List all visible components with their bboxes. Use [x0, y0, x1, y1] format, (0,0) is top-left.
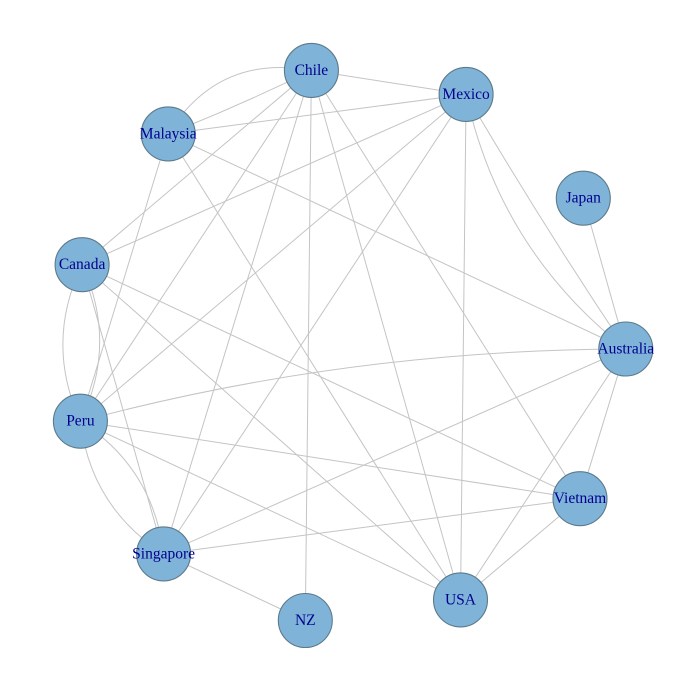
svg-text:Mexico: Mexico	[442, 86, 490, 103]
svg-text:Peru: Peru	[66, 413, 95, 430]
svg-text:Japan: Japan	[566, 190, 602, 207]
svg-text:USA: USA	[445, 591, 477, 608]
svg-text:Singapore: Singapore	[132, 545, 195, 562]
svg-text:NZ: NZ	[295, 612, 316, 629]
svg-text:Canada: Canada	[59, 256, 106, 273]
svg-text:Australia: Australia	[597, 341, 654, 358]
svg-text:Chile: Chile	[295, 62, 329, 79]
svg-text:Vietnam: Vietnam	[554, 490, 606, 507]
svg-text:Malaysia: Malaysia	[140, 125, 197, 142]
